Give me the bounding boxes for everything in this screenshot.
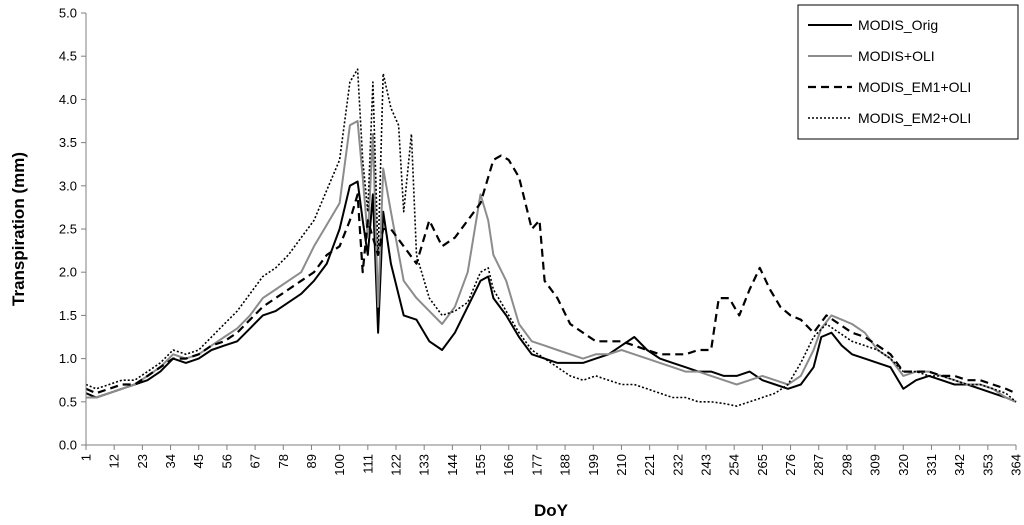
series-line-modis-em1-oli [85, 154, 1017, 395]
x-tick-label: 232 [670, 454, 685, 476]
x-tick-label: 265 [755, 454, 770, 476]
x-tick-label: 89 [304, 454, 319, 468]
legend-label: MODIS_Orig [858, 17, 938, 33]
x-tick-label: 78 [276, 454, 291, 468]
y-tick-label: 3.5 [59, 135, 77, 150]
x-tick-label: 56 [219, 454, 234, 468]
x-tick-label: 254 [727, 454, 742, 476]
x-tick-label: 23 [135, 454, 150, 468]
x-tick-label: 122 [389, 454, 404, 476]
x-tick-label: 276 [783, 454, 798, 476]
x-tick-label: 12 [107, 454, 122, 468]
x-tick-label: 111 [360, 454, 375, 474]
x-tick-label: 353 [980, 454, 995, 476]
x-tick-label: 243 [699, 454, 714, 476]
y-tick-label: 5.0 [59, 6, 77, 21]
x-tick-label: 133 [417, 454, 432, 476]
x-axis-title: DoY [534, 501, 569, 520]
y-tick-label: 2.5 [59, 222, 77, 237]
x-tick-label: 210 [614, 454, 629, 476]
legend-label: MODIS_EM2+OLI [858, 110, 971, 126]
x-tick-label: 177 [529, 454, 544, 476]
x-tick-label: 221 [642, 454, 657, 476]
legend-label: MODIS_EM1+OLI [858, 79, 971, 95]
y-tick-label: 3.0 [59, 178, 77, 193]
series-line-modis-em2-oli [85, 68, 1017, 407]
x-tick-label: 100 [332, 454, 347, 476]
legend-box [797, 4, 1019, 140]
x-tick-label: 309 [868, 454, 883, 476]
y-axis-title: Transpiration (mm) [9, 152, 28, 306]
x-tick-label: 188 [558, 454, 573, 476]
x-tick-label: 331 [924, 454, 939, 476]
x-tick-label: 298 [839, 454, 854, 476]
y-tick-label: 0.0 [59, 438, 77, 453]
x-tick-label: 342 [952, 454, 967, 476]
x-tick-label: 166 [501, 454, 516, 476]
legend-items: MODIS_Orig MODIS+OLI MODIS_EM1+OLI MODIS_EM… [808, 17, 971, 126]
series-line-modis-orig [85, 180, 1017, 403]
x-tick-label: 320 [896, 454, 911, 476]
ticks-layer: 0.0 0.5 1.0 1.5 2.0 2.5 3.0 3.5 4.0 4.5 5.0 1 12 23 34… [59, 6, 1024, 476]
x-tick-label: 287 [811, 454, 826, 476]
x-tick-label: 34 [163, 454, 178, 468]
legend-label: MODIS+OLI [858, 48, 935, 64]
x-tick-label: 199 [586, 454, 601, 476]
y-tick-label: 1.5 [59, 308, 77, 323]
x-tick-label: 67 [248, 454, 263, 468]
x-tick-label: 155 [473, 454, 488, 476]
y-tick-label: 2.0 [59, 265, 77, 280]
y-tick-label: 4.0 [59, 92, 77, 107]
y-tick-label: 4.5 [59, 49, 77, 64]
legend: MODIS_Orig MODIS+OLI MODIS_EM1+OLI MODIS_EM… [797, 4, 1019, 140]
x-tick-label: 45 [191, 454, 206, 468]
x-tick-label: 364 [1009, 454, 1024, 476]
x-tick-label: 144 [445, 454, 460, 476]
series-line-modis-oli [86, 120, 1017, 403]
y-tick-label: 0.5 [59, 394, 77, 409]
y-tick-label: 1.0 [59, 351, 77, 366]
x-tick-label: 1 [79, 454, 94, 461]
series-layer [85, 68, 1017, 407]
